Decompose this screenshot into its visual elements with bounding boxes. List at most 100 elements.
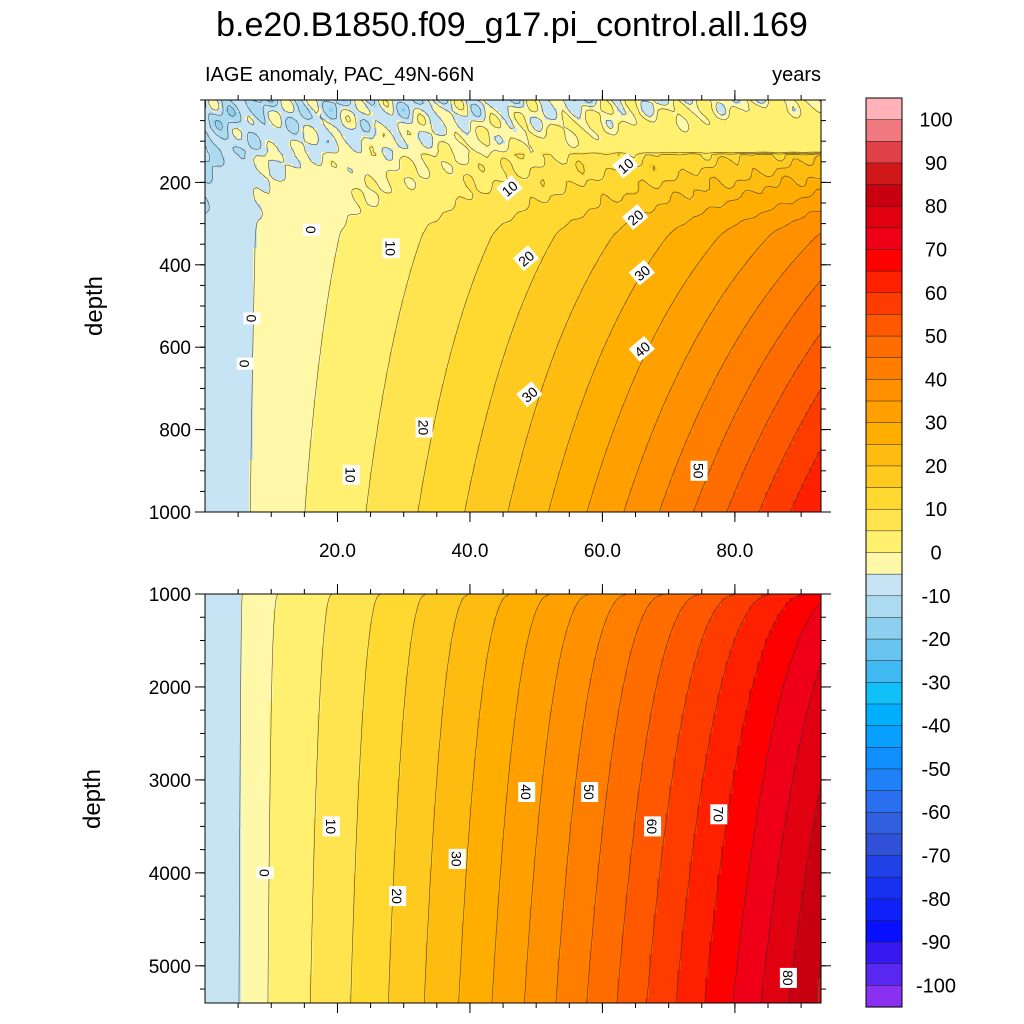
contour-cell <box>241 168 246 173</box>
contour-cell <box>409 228 414 233</box>
contour-cell <box>329 200 334 205</box>
contour-cell <box>337 136 342 141</box>
contour-cell <box>537 120 542 125</box>
contour-cell <box>213 200 218 205</box>
contour-cell <box>565 200 570 205</box>
contour-cell <box>801 156 806 161</box>
contour-cell <box>645 184 650 189</box>
contour-cell <box>677 148 682 153</box>
contour-cell <box>785 196 790 201</box>
contour-cell <box>237 168 242 173</box>
contour-cell <box>485 116 490 121</box>
contour-cell <box>713 100 718 105</box>
contour-cell <box>561 156 566 161</box>
contour-cell <box>757 120 762 125</box>
contour-cell <box>605 176 610 181</box>
contour-cell <box>293 140 298 145</box>
contour-cell <box>361 148 366 153</box>
contour-cell <box>417 208 422 213</box>
contour-cell <box>581 204 586 209</box>
contour-cell <box>557 156 562 161</box>
contour-cell <box>549 192 554 197</box>
contour-cell <box>633 144 638 149</box>
contour-cell <box>733 160 738 165</box>
contour-cell <box>325 160 330 165</box>
contour-cell <box>573 180 578 185</box>
contour-cell <box>309 140 314 145</box>
contour-cell <box>445 152 450 157</box>
contour-cell <box>661 140 666 145</box>
contour-cell <box>561 180 566 185</box>
contour-cell <box>573 212 578 217</box>
contour-cell <box>281 188 286 193</box>
contour-cell <box>741 124 746 129</box>
contour-cell <box>397 216 402 221</box>
contour-cell <box>425 196 430 201</box>
contour-cell <box>429 160 434 165</box>
contour-cell <box>433 196 438 201</box>
contour-cell <box>289 228 294 233</box>
contour-cell <box>621 176 626 181</box>
contour-cell <box>685 128 690 133</box>
contour-cell <box>365 180 370 185</box>
contour-cell <box>465 176 470 181</box>
contour-cell <box>357 104 362 109</box>
contour-cell <box>605 148 610 153</box>
contour-cell <box>213 140 218 145</box>
contour-cell <box>473 172 478 177</box>
contour-cell <box>425 188 430 193</box>
contour-cell <box>577 196 582 201</box>
contour-cell <box>673 152 678 157</box>
contour-cell <box>445 228 450 233</box>
contour-cell <box>341 184 346 189</box>
contour-cell <box>597 108 602 113</box>
contour-cell <box>625 124 630 129</box>
contour-cell <box>265 192 270 197</box>
contour-cell <box>625 196 630 201</box>
contour-cell <box>293 192 298 197</box>
contour-cell <box>401 140 406 145</box>
contour-cell <box>745 208 750 213</box>
contour-cell <box>493 224 498 229</box>
contour-cell <box>701 208 706 213</box>
contour-cell <box>453 100 458 105</box>
contour-cell <box>669 180 674 185</box>
contour-cell <box>553 168 558 173</box>
contour-cell <box>577 208 582 213</box>
contour-cell <box>325 200 330 205</box>
contour-cell <box>269 180 274 185</box>
contour-cell <box>653 128 658 133</box>
contour-cell <box>301 216 306 221</box>
contour-cell <box>773 152 778 157</box>
contour-cell <box>705 136 710 141</box>
contour-cell <box>381 164 386 169</box>
contour-cell <box>681 140 686 145</box>
contour-cell <box>561 116 566 121</box>
contour-cell <box>597 164 602 169</box>
contour-cell <box>389 212 394 217</box>
contour-cell <box>421 160 426 165</box>
contour-cell <box>245 192 250 197</box>
contour-cell <box>561 160 566 165</box>
contour-cell <box>769 140 774 145</box>
contour-cell <box>661 224 666 229</box>
contour-cell <box>641 172 646 177</box>
contour-cell <box>613 176 618 181</box>
contour-cell <box>609 188 614 193</box>
contour-cell <box>421 116 426 121</box>
contour-cell <box>681 220 686 225</box>
contour-cell <box>473 176 478 181</box>
contour-cell <box>601 224 606 229</box>
contour-cell <box>217 160 222 165</box>
contour-cell <box>477 212 482 217</box>
contour-cell <box>209 148 214 153</box>
contour-cell <box>565 120 570 125</box>
contour-cell <box>273 148 278 153</box>
contour-cell <box>465 116 470 121</box>
contour-cell <box>617 216 622 221</box>
contour-cell <box>765 132 770 137</box>
contour-cell <box>577 124 582 129</box>
contour-cell <box>461 188 466 193</box>
contour-cell <box>309 120 314 125</box>
contour-cell <box>765 116 770 121</box>
